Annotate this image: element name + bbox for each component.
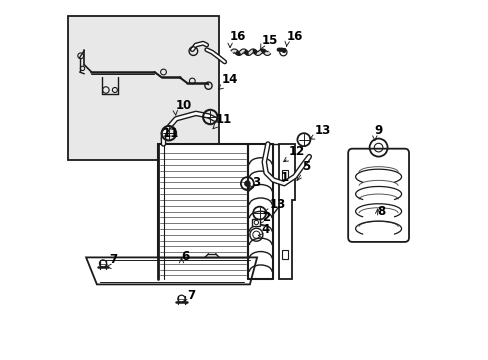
Polygon shape [278,144,294,279]
Text: 9: 9 [374,124,382,137]
Text: 12: 12 [288,145,304,158]
Text: 2: 2 [261,211,269,224]
Text: 16: 16 [230,30,246,43]
Bar [281,170,287,180]
Text: 8: 8 [377,205,385,218]
Bar [281,250,287,259]
Polygon shape [86,257,257,284]
Text: 4: 4 [261,223,269,236]
Text: 7: 7 [186,289,195,302]
Text: 6: 6 [181,250,189,263]
Text: 1: 1 [280,171,288,184]
FancyBboxPatch shape [347,149,408,242]
Text: 13: 13 [269,198,285,211]
Text: 11: 11 [162,127,178,140]
Text: 13: 13 [314,124,330,137]
Bar [252,219,260,226]
Text: 5: 5 [302,160,310,173]
Text: 11: 11 [215,113,231,126]
Circle shape [244,181,250,186]
Text: 16: 16 [286,30,303,43]
Text: 15: 15 [261,34,278,47]
Text: 10: 10 [175,99,191,112]
Bar [68,16,219,160]
Text: 3: 3 [251,176,259,189]
Bar [158,144,247,279]
Text: 7: 7 [109,253,118,266]
Text: 14: 14 [222,73,238,86]
